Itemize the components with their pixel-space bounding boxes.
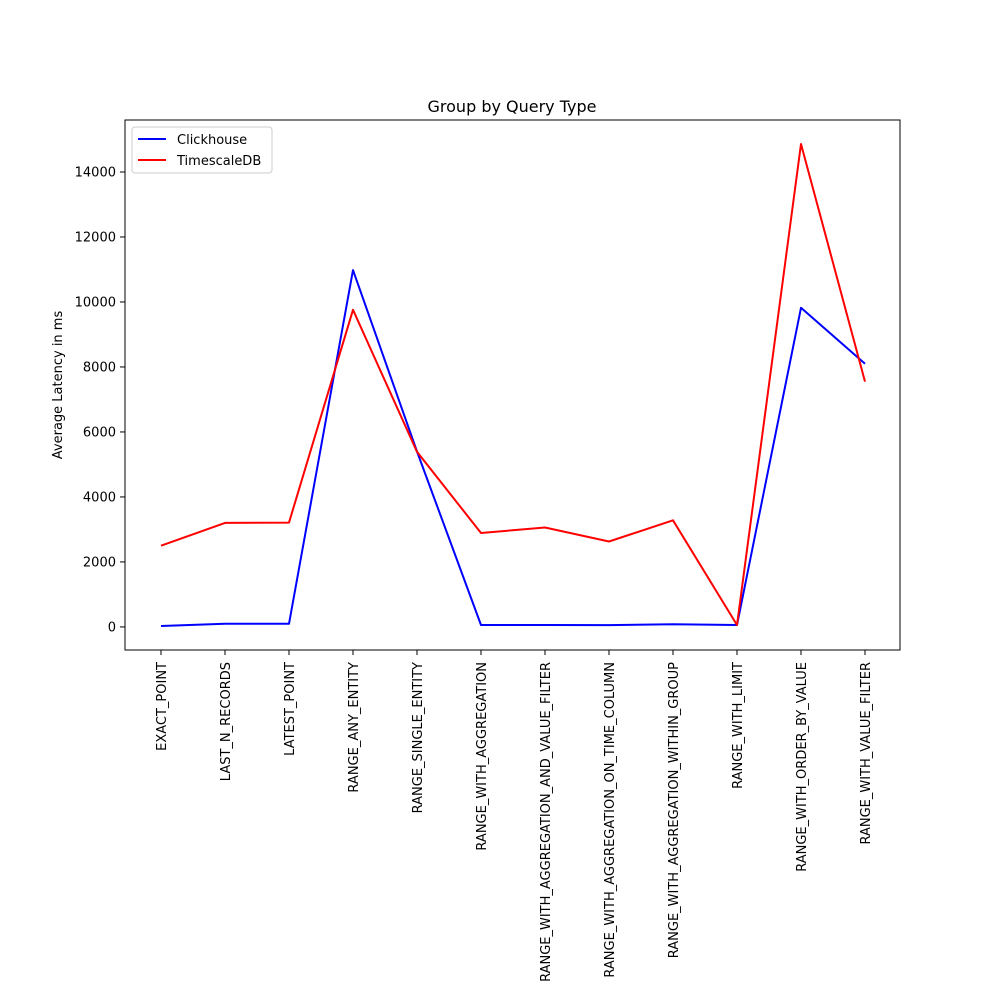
y-tick-label: 14000 — [75, 165, 116, 180]
y-tick-label: 0 — [108, 620, 116, 635]
legend: Clickhouse TimescaleDB — [131, 126, 273, 174]
legend-label: TimescaleDB — [176, 154, 261, 169]
y-axis-label: Average Latency in ms — [51, 311, 66, 460]
chart-title: Group by Query Type — [428, 97, 597, 116]
x-tick-label: RANGE_WITH_VALUE_FILTER — [859, 662, 874, 845]
x-tick-label: RANGE_WITH_ORDER_BY_VALUE — [795, 662, 810, 872]
x-tick-label: RANGE_WITH_LIMIT — [731, 662, 746, 789]
x-tick-label: RANGE_WITH_AGGREGATION_WITHIN_GROUP — [667, 662, 682, 958]
x-tick-label: RANGE_ANY_ENTITY — [347, 662, 362, 793]
x-tick-label: LAST_N_RECORDS — [219, 662, 234, 781]
plot-frame — [124, 119, 901, 651]
x-tick-label: RANGE_WITH_AGGREGATION_ON_TIME_COLUMN — [603, 662, 618, 978]
series-layer — [160, 143, 866, 627]
y-tick-label: 8000 — [83, 360, 116, 375]
y-tick-label: 6000 — [83, 425, 116, 440]
series-line-clickhouse — [160, 269, 866, 627]
y-tick-label: 2000 — [83, 555, 116, 570]
y-tick-label: 4000 — [83, 490, 116, 505]
axes-layer: 0 2000 4000 6000 8000 10000 12000 14000 EXACT_PO… — [75, 119, 901, 982]
series-line-timescaledb — [160, 143, 866, 626]
y-tick-label: 10000 — [75, 295, 116, 310]
legend-box — [131, 126, 273, 174]
y-tick-label: 12000 — [75, 230, 116, 245]
x-tick-label: RANGE_WITH_AGGREGATION_AND_VALUE_FILTER — [539, 662, 554, 982]
x-tick-label: RANGE_SINGLE_ENTITY — [411, 662, 426, 813]
x-tick-label: LATEST_POINT — [283, 662, 298, 756]
x-tick-label: RANGE_WITH_AGGREGATION — [475, 662, 490, 851]
x-tick-label: EXACT_POINT — [155, 662, 170, 751]
legend-label: Clickhouse — [177, 133, 247, 148]
